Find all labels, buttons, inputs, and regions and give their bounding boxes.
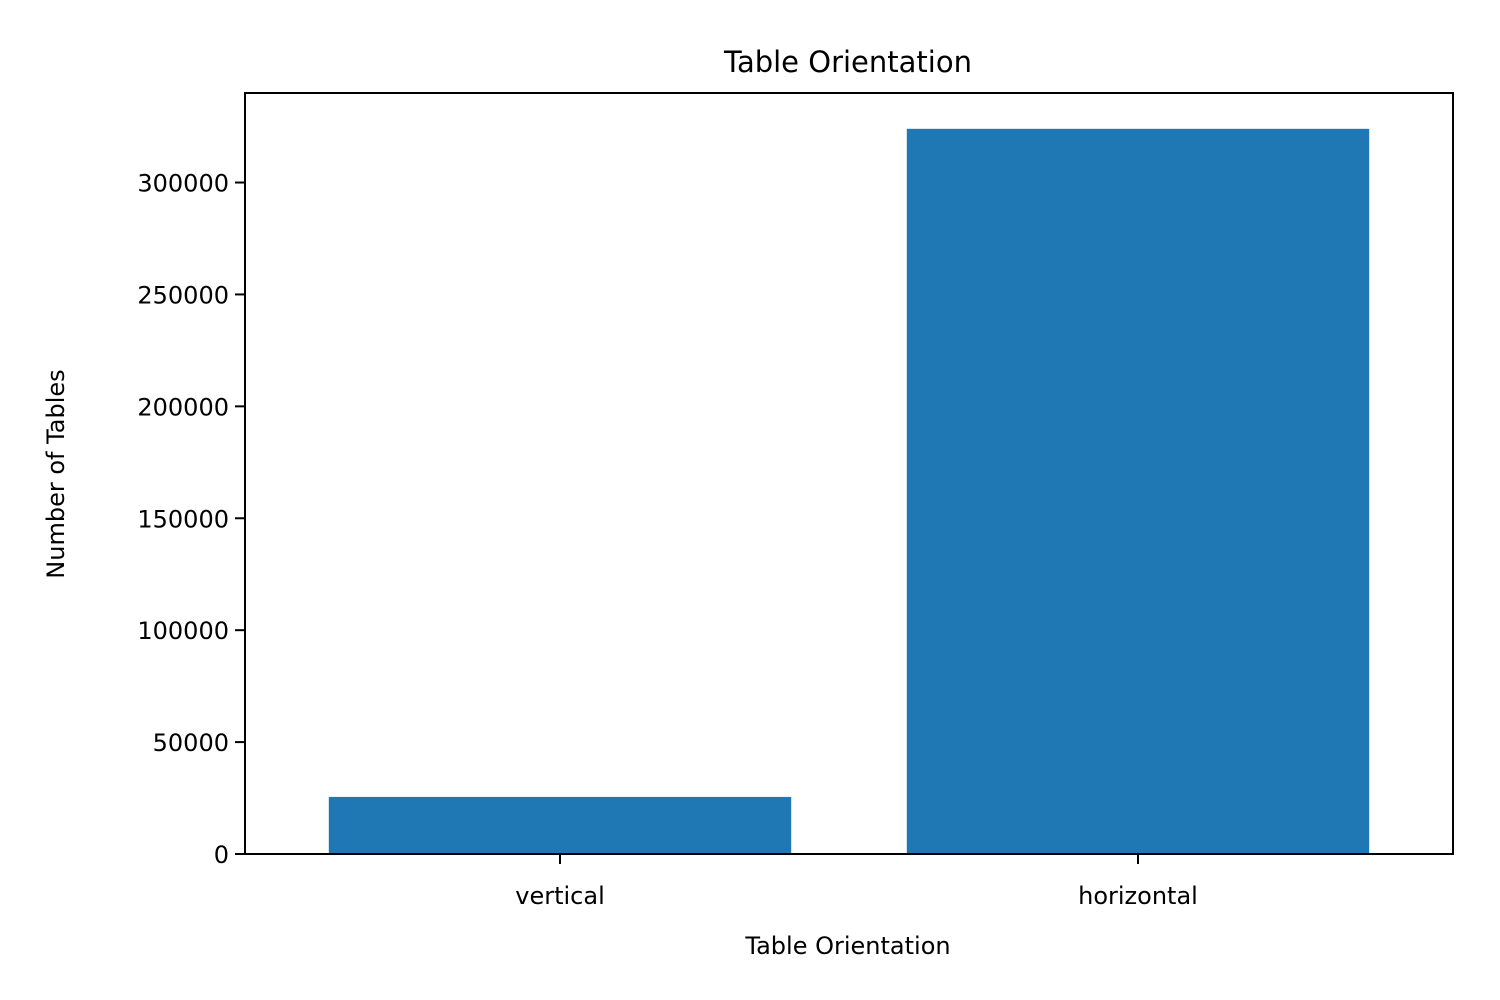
x-tick-label: vertical: [515, 882, 604, 910]
y-tick-label: 200000: [137, 393, 229, 421]
y-axis-label: Number of Tables: [42, 369, 70, 578]
x-axis: vertical horizontal: [515, 854, 1198, 910]
x-tick-label: horizontal: [1078, 882, 1198, 910]
y-tick-label: 300000: [137, 170, 229, 198]
y-tick-label: 50000: [153, 729, 229, 757]
y-tick-label: 150000: [137, 505, 229, 533]
bar-horizontal: [906, 128, 1370, 854]
y-tick-label: 250000: [137, 281, 229, 309]
x-axis-label: Table Orientation: [744, 932, 950, 960]
y-tick-label: 0: [214, 841, 229, 869]
y-tick-label: 100000: [137, 617, 229, 645]
bars-group: [328, 128, 1370, 854]
y-axis: 0 50000 100000 150000 200000 250000 300000: [137, 170, 245, 869]
bar-vertical: [328, 796, 792, 854]
plot-frame: [244, 92, 1454, 855]
chart-title: Table Orientation: [723, 45, 972, 79]
